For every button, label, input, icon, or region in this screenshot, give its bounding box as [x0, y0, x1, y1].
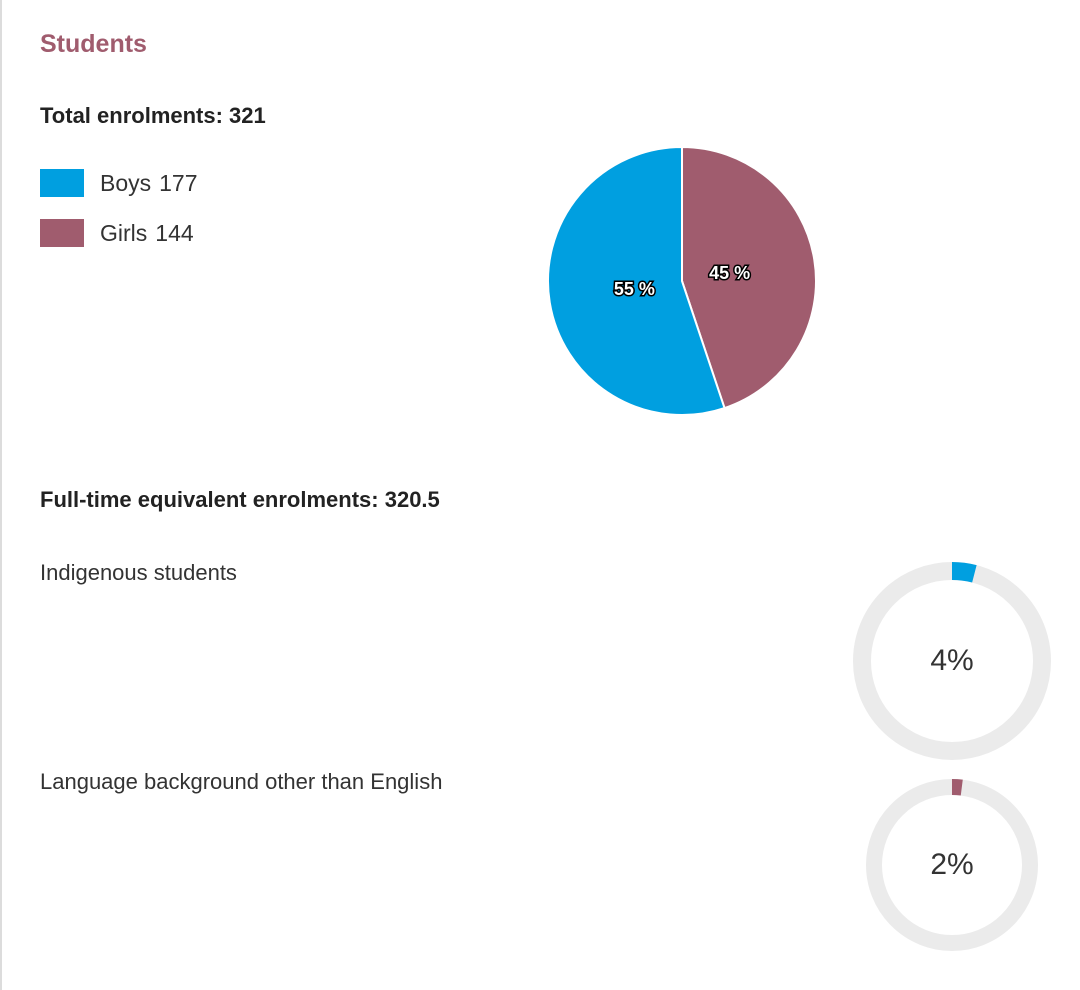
lbote-donut: 2% [865, 778, 1039, 952]
girls-swatch [40, 219, 84, 247]
legend-label-boys: Boys [100, 169, 152, 196]
gender-legend: Boys 177 Girls 144 [40, 158, 198, 258]
gender-pie-chart: 45 % 55 % [542, 141, 822, 421]
lbote-label: Language background other than English [40, 769, 443, 794]
indigenous-percent: 4% [930, 644, 974, 677]
indigenous-donut-arc [951, 562, 977, 583]
lbote-percent: 2% [930, 848, 974, 881]
pie-label-boys: 55 % [614, 279, 655, 299]
boys-swatch [40, 169, 84, 197]
legend-label-girls: Girls [100, 219, 148, 246]
legend-item-girls: Girls 144 [40, 208, 198, 258]
total-enrolments: Total enrolments: 321 [40, 103, 266, 128]
fte-enrolments: Full-time equivalent enrolments: 320.5 [40, 487, 440, 512]
indigenous-donut-svg [853, 562, 1051, 760]
pie-slice-boys [547, 145, 726, 416]
legend-item-boys: Boys 177 [40, 158, 198, 208]
pie-slice-girls [681, 145, 817, 410]
gender-pie-svg: 45 % 55 % [547, 145, 817, 416]
legend-value-girls: 144 [155, 219, 194, 246]
lbote-donut-arc [951, 779, 963, 796]
indigenous-donut: 4% [852, 561, 1052, 761]
legend-value-boys: 177 [159, 169, 198, 196]
section-title: Students [40, 30, 147, 58]
lbote-donut-svg [866, 779, 1038, 951]
indigenous-label: Indigenous students [40, 560, 237, 585]
pie-label-girls: 45 % [709, 263, 750, 283]
